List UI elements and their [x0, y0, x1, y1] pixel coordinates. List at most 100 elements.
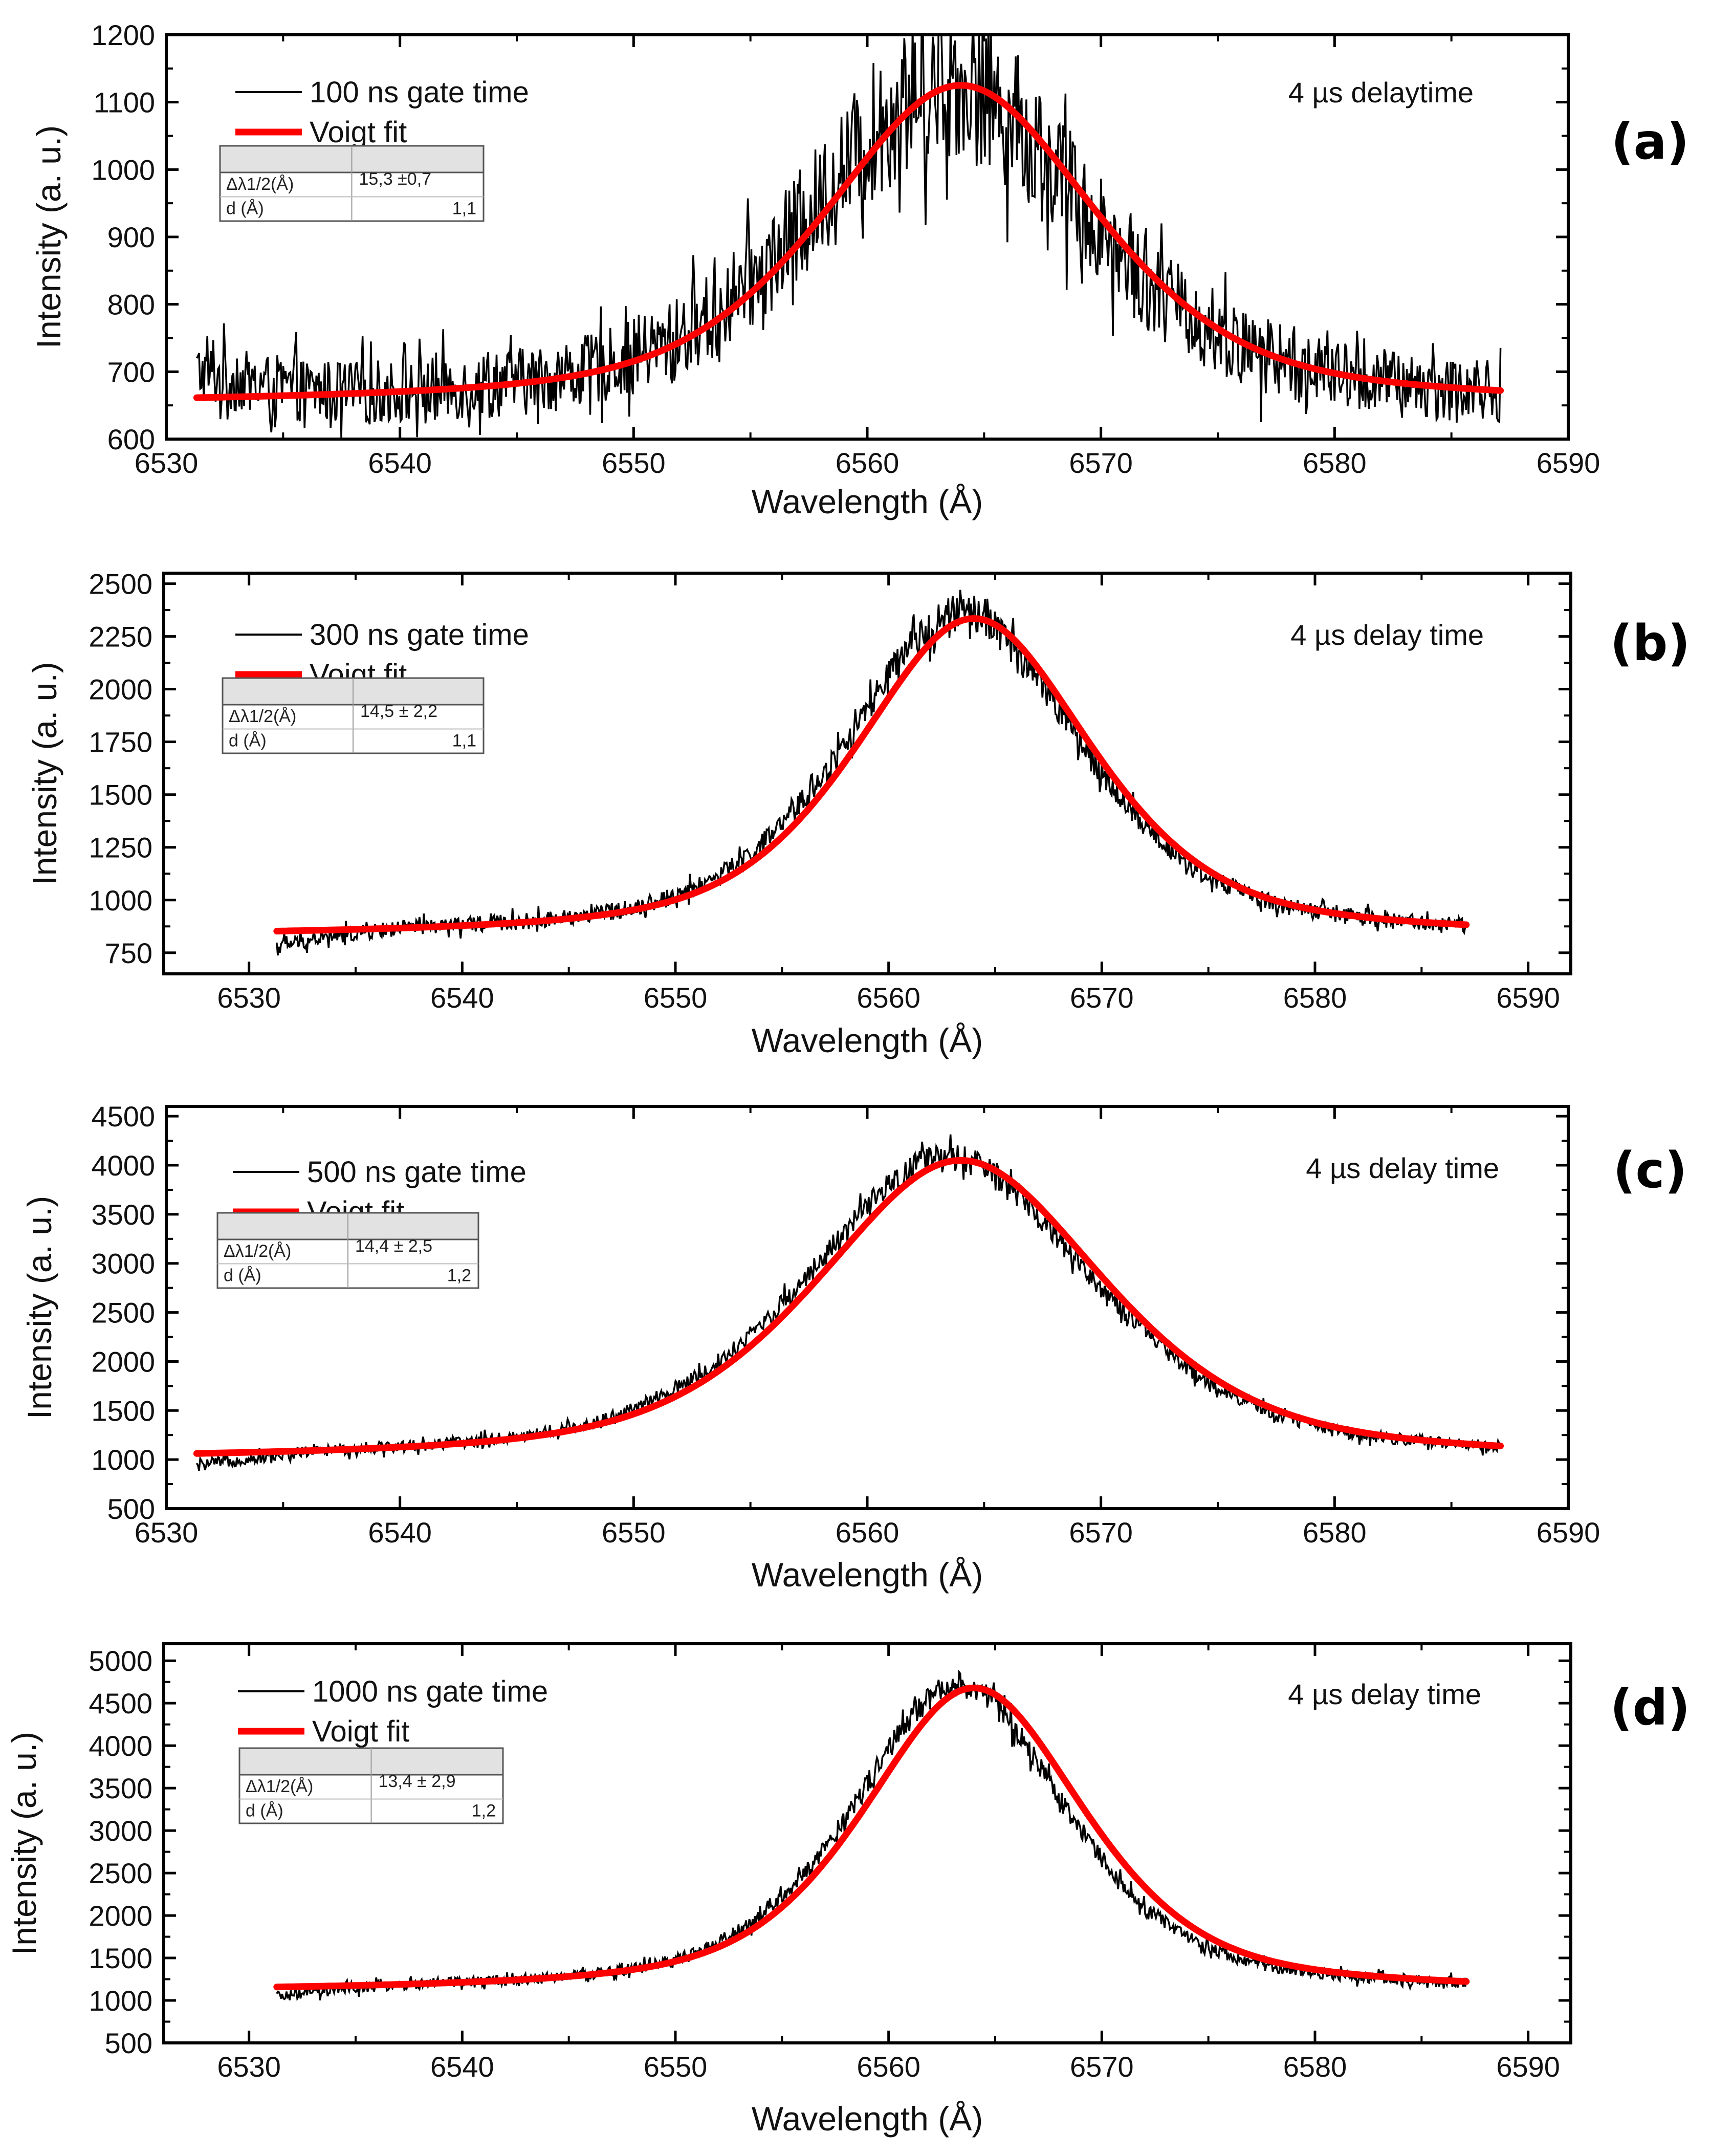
chart-svg-c: 6530 6540 6550 6560 6570 6580 6590 500 1000 1500 2…	[20, 1100, 1687, 1594]
chart1-ytick-label: 750	[105, 937, 152, 969]
chart1-ytick-label: 2250	[89, 621, 152, 653]
chart2-param-table-value: 1,2	[447, 1266, 471, 1286]
chart2-ytick-label: 2000	[91, 1345, 155, 1378]
chart1-xtick-label: 6530	[217, 982, 281, 1014]
chart3-xtick-label: 6540	[430, 2051, 494, 2083]
chart3-xaxis-title: Wavelength (Å)	[752, 2100, 983, 2138]
chart0-xtick-label: 6560	[836, 447, 900, 479]
chart3-ytick-label: 4000	[89, 1730, 152, 1762]
chart1-legend-label-measured: 300 ns gate time	[310, 618, 529, 651]
chart2-xtick-label: 6560	[836, 1516, 900, 1549]
chart1-param-table-value: 14,5 ± 2,2	[360, 702, 437, 721]
chart1-delay-annotation: 4 µs delay time	[1290, 619, 1484, 651]
chart1-ytick-label: 2500	[89, 568, 152, 600]
chart2-xtick-label: 6590	[1537, 1516, 1600, 1549]
chart0-ytick-label: 900	[107, 221, 155, 253]
chart2-param-table-value: 14,4 ± 2,5	[355, 1236, 432, 1256]
chart1-xaxis-title: Wavelength (Å)	[752, 1021, 983, 1059]
chart1-param-table: Δλ1/2(Å) 14,5 ± 2,2 d (Å) 1,1	[222, 677, 485, 754]
chart0-param-table-value: 15,3 ±0,7	[359, 169, 432, 189]
chart2-panel-label: (c)	[1613, 1142, 1687, 1199]
chart0-yaxis-title: Intensity (a. u.)	[30, 125, 68, 349]
chart0-xaxis-title: Wavelength (Å)	[752, 483, 983, 520]
chart0-ytick-label: 800	[107, 289, 155, 321]
chart0-xtick-label: 6590	[1537, 447, 1600, 479]
chart3-xtick-label: 6530	[217, 2051, 281, 2083]
chart3-series-voigt-fit	[273, 1684, 1470, 1991]
chart2-param-table: Δλ1/2(Å) 14,4 ± 2,5 d (Å) 1,2	[216, 1212, 479, 1289]
chart2-delay-annotation: 4 µs delay time	[1306, 1152, 1499, 1184]
chart0-param-table-value: 1,1	[452, 199, 476, 219]
chart2-xtick-label: 6530	[135, 1516, 199, 1549]
chart0-ytick-label: 1100	[94, 86, 155, 119]
chart3-ytick-label: 1500	[89, 1942, 152, 1974]
chart2-param-table-name: Δλ1/2(Å)	[224, 1242, 291, 1261]
chart0-xtick-label: 6540	[368, 447, 432, 479]
chart0-legend-label-fit: Voigt fit	[310, 116, 407, 149]
chart2-param-table-name: d (Å)	[224, 1266, 261, 1286]
chart2-ytick-label: 1500	[91, 1395, 155, 1427]
chart2-ytick-label: 500	[107, 1493, 155, 1525]
chart2-yaxis-title: Intensity (a. u.)	[20, 1196, 58, 1420]
chart-panel-a: 6530 6540 6550 6560 6570 6580 6590 600 700 800 900…	[0, 0, 1711, 532]
chart2-xtick-label: 6580	[1303, 1516, 1367, 1549]
chart3-param-table-name: Δλ1/2(Å)	[246, 1777, 313, 1796]
chart2-xaxis-title: Wavelength (Å)	[752, 1556, 983, 1594]
chart-panel-b: 6530 6540 6550 6560 6570 6580 6590 750 1000 1250 1…	[0, 0, 1711, 1075]
chart1-ytick-label: 1250	[89, 832, 152, 864]
chart0-param-table-name: Δλ1/2(Å)	[226, 175, 294, 194]
chart3-ytick-label: 3000	[89, 1815, 152, 1847]
chart3-ytick-label: 5000	[89, 1645, 152, 1677]
chart0-ytick-label: 1200	[91, 19, 155, 51]
chart2-xtick-label: 6550	[602, 1516, 666, 1549]
chart-svg-a: 6530 6540 6550 6560 6570 6580 6590 600 700 800 900…	[30, 19, 1689, 520]
chart3-xtick-label: 6550	[644, 2051, 708, 2083]
chart0-param-table-name: d (Å)	[226, 199, 264, 219]
chart-panel-c: 6530 6540 6550 6560 6570 6580 6590 500 1000 1500 2…	[20, 1100, 1687, 1594]
chart-svg-b: 6530 6540 6550 6560 6570 6580 6590 750 1000 1250 1…	[26, 568, 1690, 1059]
chart1-yaxis-title: Intensity (a. u.)	[26, 662, 63, 885]
chart0-xtick-label: 6530	[135, 447, 199, 479]
chart2-ytick-label: 4000	[91, 1149, 155, 1182]
chart0-ytick-label: 700	[107, 356, 155, 388]
chart3-series-measured	[276, 1669, 1467, 2001]
chart2-legend-label-measured: 500 ns gate time	[307, 1156, 527, 1189]
chart3-panel-label: (d)	[1610, 1679, 1690, 1736]
chart1-xtick-label: 6550	[644, 982, 708, 1014]
chart1-series-voigt-fit	[273, 615, 1470, 934]
chart1-xtick-label: 6560	[857, 982, 920, 1014]
chart3-yaxis-title: Intensity (a. u.)	[5, 1732, 43, 1955]
chart3-plot-frame	[162, 1642, 1572, 2044]
chart3-delay-annotation: 4 µs delay time	[1288, 1678, 1481, 1710]
chart2-xtick-label: 6540	[368, 1516, 432, 1549]
chart0-ytick-label: 600	[107, 423, 155, 455]
chart3-param-table-value: 13,4 ± 2,9	[379, 1772, 456, 1791]
chart3-legend-label-measured: 1000 ns gate time	[312, 1675, 548, 1708]
chart0-ytick-label: 1000	[91, 154, 155, 186]
chart2-ytick-label: 1000	[91, 1444, 155, 1476]
chart3-ytick-label: 2500	[89, 1857, 152, 1889]
chart3-param-table: Δλ1/2(Å) 13,4 ± 2,9 d (Å) 1,2	[238, 1747, 504, 1824]
chart3-ytick-label: 3500	[89, 1772, 152, 1804]
chart0-xtick-label: 6550	[602, 447, 666, 479]
chart2-series-voigt-fit	[193, 1157, 1504, 1457]
chart3-ytick-label: 1000	[89, 1985, 152, 2017]
chart0-delay-annotation: 4 µs delaytime	[1288, 76, 1474, 108]
chart1-ytick-label: 1750	[89, 726, 152, 758]
chart2-ytick-label: 2500	[91, 1297, 155, 1329]
chart3-legend-label-fit: Voigt fit	[312, 1715, 409, 1748]
chart0-xtick-label: 6580	[1303, 447, 1367, 479]
chart1-xtick-label: 6580	[1283, 982, 1347, 1014]
chart1-panel-label: (b)	[1610, 615, 1690, 672]
chart1-ytick-label: 1500	[89, 779, 152, 811]
chart2-ytick-label: 3500	[91, 1199, 155, 1231]
chart3-ytick-label: 500	[105, 2027, 152, 2059]
chart1-param-table-value: 1,1	[452, 731, 476, 751]
chart3-param-table-value: 1,2	[472, 1801, 496, 1821]
chart3-xtick-label: 6590	[1496, 2051, 1560, 2083]
chart3-xtick-label: 6580	[1283, 2051, 1347, 2083]
chart2-ytick-label: 4500	[91, 1100, 155, 1133]
chart2-ytick-label: 3000	[91, 1248, 155, 1280]
chart1-ytick-label: 1000	[89, 884, 152, 917]
